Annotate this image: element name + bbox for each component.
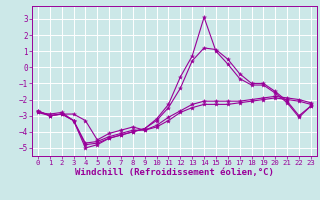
X-axis label: Windchill (Refroidissement éolien,°C): Windchill (Refroidissement éolien,°C) <box>75 168 274 177</box>
